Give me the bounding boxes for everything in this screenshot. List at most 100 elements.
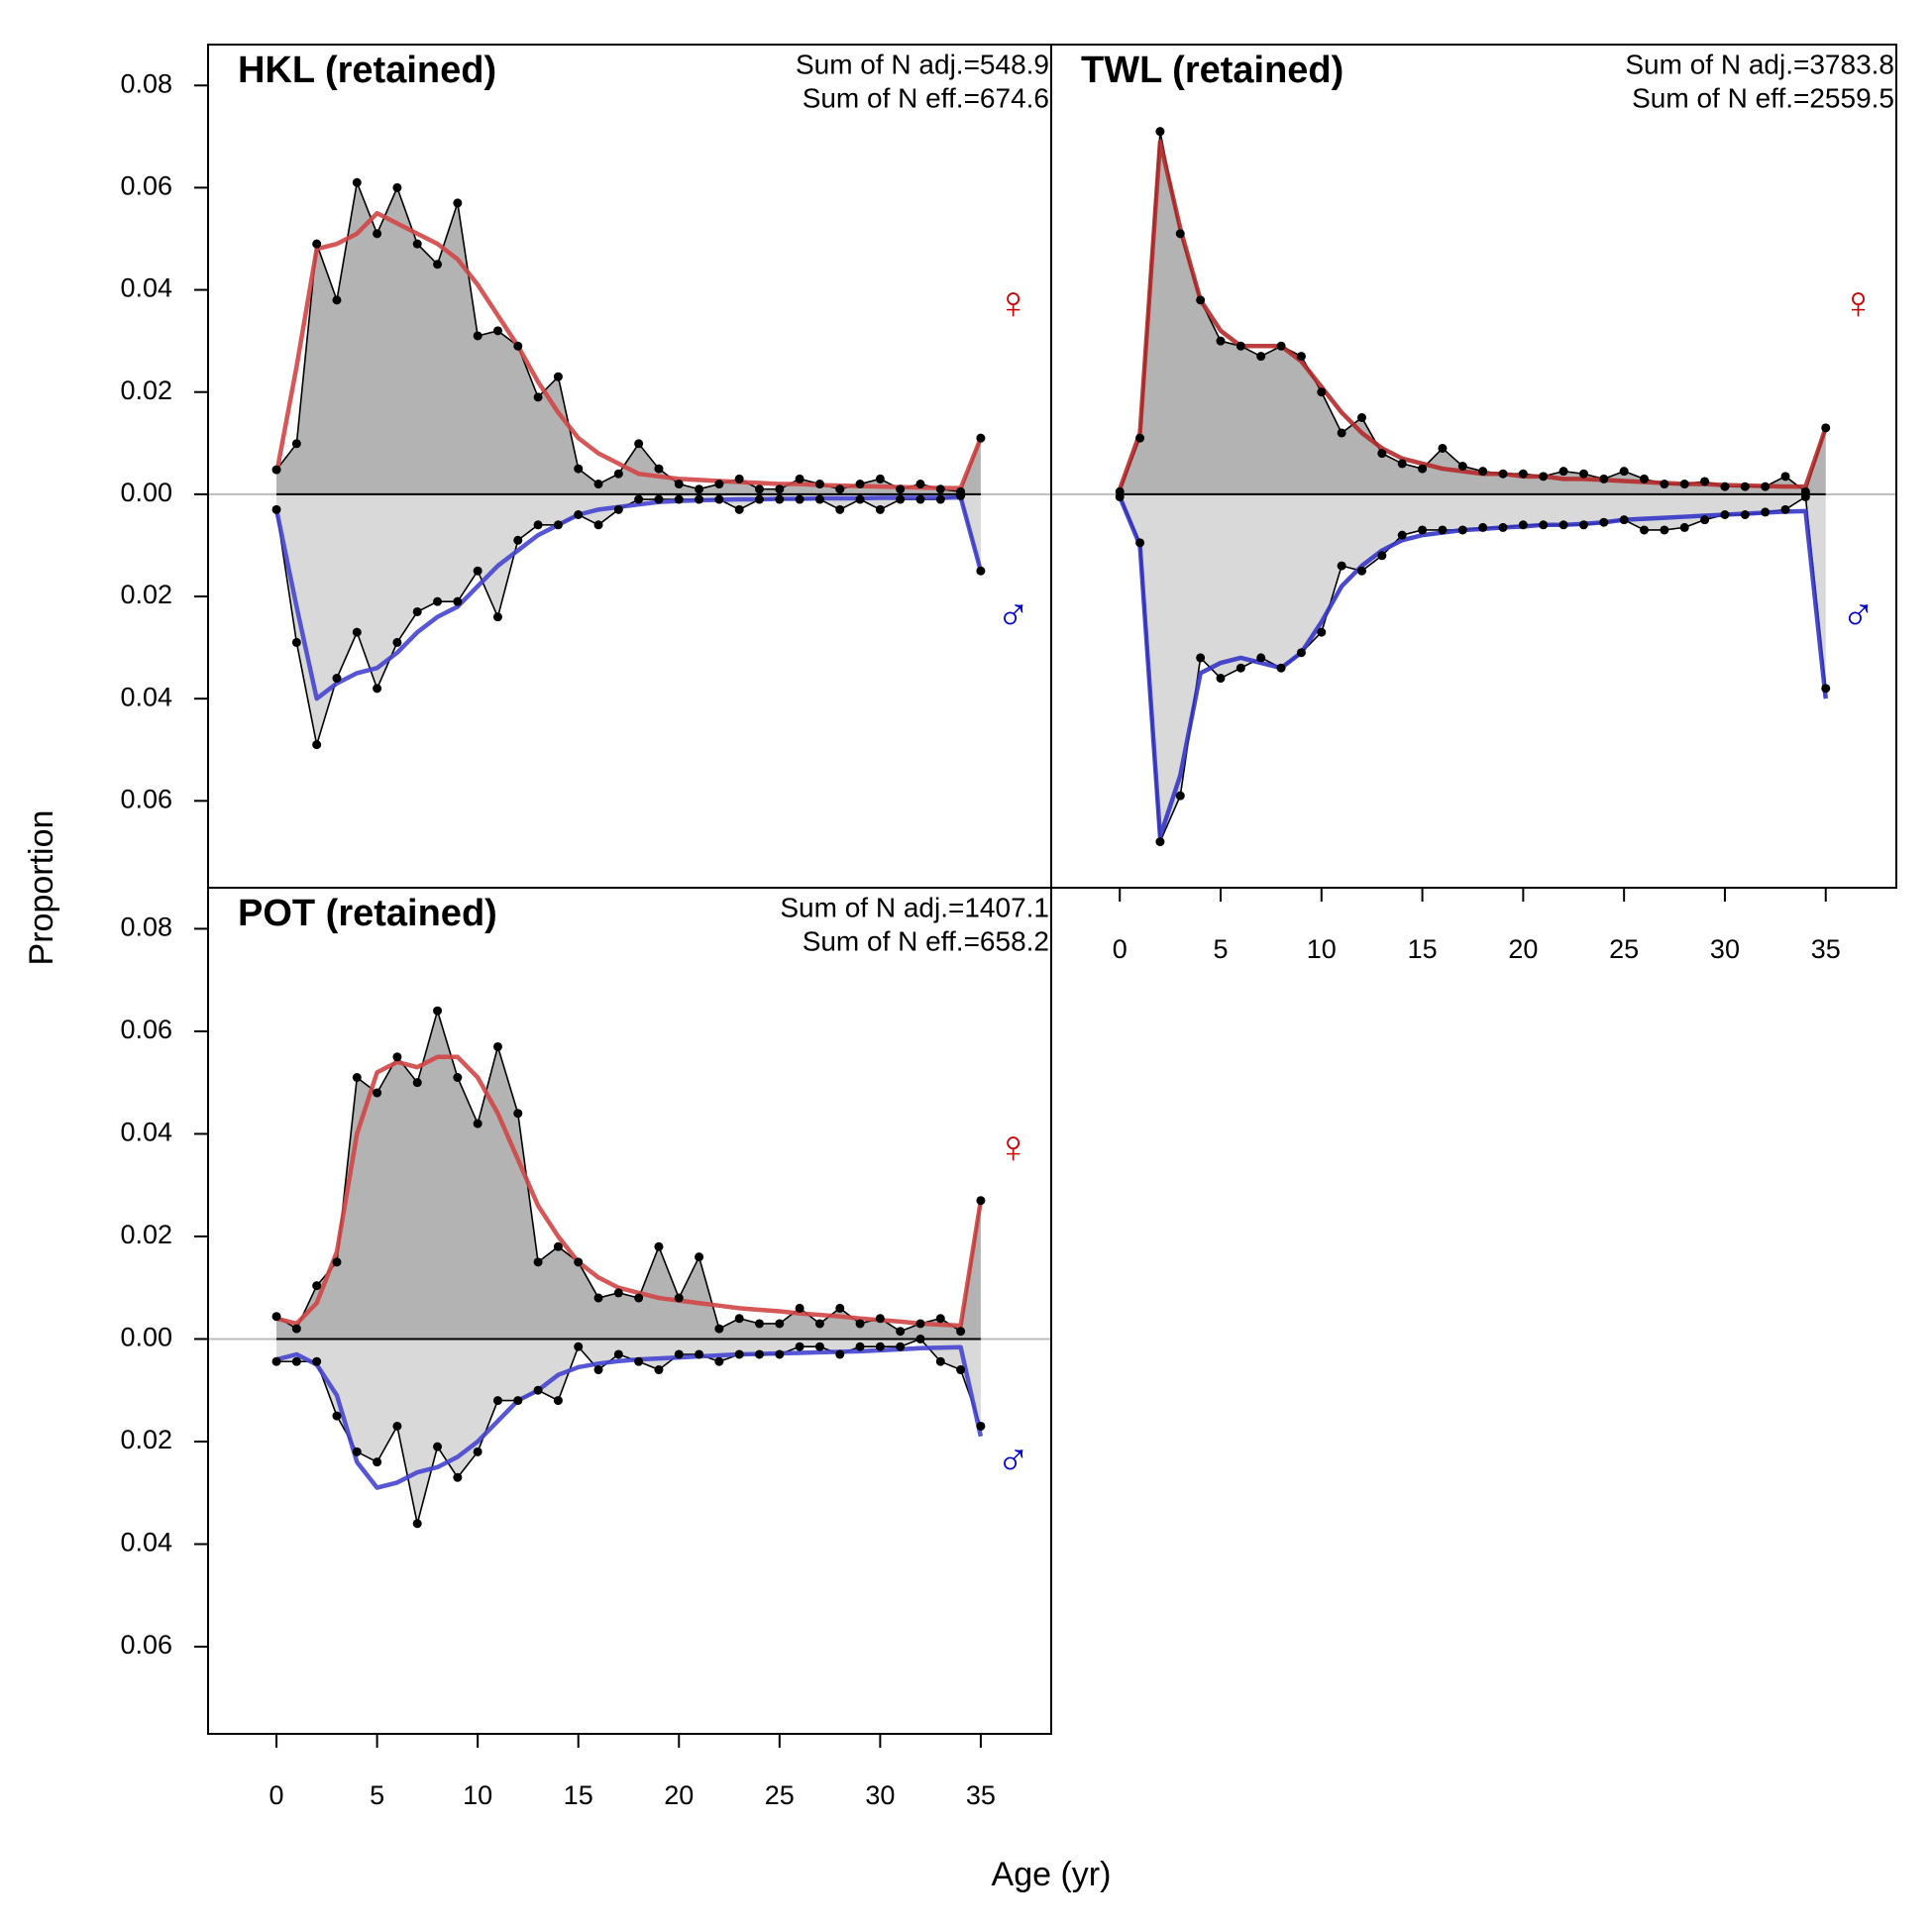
- x-tick-label: 25: [765, 1780, 795, 1810]
- observed-point: [795, 1342, 805, 1351]
- observed-point: [553, 372, 563, 381]
- observed-point: [1135, 433, 1145, 443]
- observed-point: [1740, 509, 1750, 519]
- observed-point: [312, 1356, 322, 1366]
- observed-point: [352, 1073, 362, 1083]
- observed-point: [875, 474, 885, 483]
- observed-point: [593, 480, 603, 489]
- x-tick-label: 30: [865, 1780, 895, 1810]
- observed-point: [714, 1324, 724, 1334]
- observed-point: [755, 1319, 765, 1329]
- observed-point: [312, 239, 322, 249]
- observed-point: [674, 1349, 684, 1359]
- panel-title: POT (retained): [238, 893, 497, 934]
- observed-point: [976, 1196, 986, 1206]
- observed-point: [291, 637, 301, 647]
- observed-point: [915, 480, 925, 489]
- observed-point: [1599, 474, 1609, 483]
- observed-point: [1640, 474, 1650, 483]
- observed-point: [312, 740, 322, 750]
- observed-point: [915, 1319, 925, 1329]
- y-tick-label: 0.00: [120, 1323, 172, 1352]
- observed-point: [775, 484, 785, 494]
- observed-point: [1518, 520, 1528, 530]
- observed-point: [453, 596, 463, 606]
- annotation: Sum of N adj.=3783.8: [1625, 49, 1894, 79]
- observed-point: [674, 1293, 684, 1303]
- observed-point: [1276, 341, 1286, 351]
- observed-point: [271, 1312, 281, 1322]
- y-tick-label: 0.08: [120, 68, 172, 98]
- observed-area: [1120, 131, 1826, 494]
- observed-point: [695, 494, 704, 504]
- x-tick-label: 5: [370, 1780, 384, 1810]
- observed-point: [613, 1349, 623, 1359]
- annotation: Sum of N adj.=548.9: [796, 49, 1049, 79]
- observed-point: [695, 484, 704, 494]
- observed-point: [915, 1334, 925, 1343]
- observed-point: [574, 1257, 584, 1267]
- observed-point: [392, 1052, 402, 1062]
- observed-point: [433, 260, 443, 269]
- observed-point: [453, 198, 463, 208]
- observed-point: [915, 494, 925, 504]
- x-tick-label: 30: [1710, 934, 1740, 964]
- y-tick-label: 0.06: [120, 1630, 172, 1660]
- observed-point: [373, 1457, 382, 1467]
- observed-point: [492, 612, 502, 622]
- observed-point: [634, 494, 644, 504]
- observed-point: [1457, 525, 1467, 535]
- observed-point: [695, 1252, 704, 1262]
- observed-point: [1216, 336, 1226, 346]
- observed-point: [1761, 482, 1771, 491]
- x-tick-label: 10: [1307, 934, 1337, 964]
- observed-point: [814, 494, 824, 504]
- observed-point: [1539, 472, 1549, 482]
- legend-symbol: ♂: [996, 589, 1030, 640]
- observed-point: [312, 1281, 322, 1291]
- expected-line: [275, 1054, 984, 1329]
- observed-point: [1780, 504, 1790, 514]
- observed-point: [574, 464, 584, 474]
- y-tick-label: 0.04: [120, 1118, 172, 1147]
- observed-point: [593, 1293, 603, 1303]
- observed-point: [1720, 509, 1730, 519]
- observed-point: [553, 520, 563, 530]
- observed-point: [755, 494, 765, 504]
- observed-point: [492, 1396, 502, 1406]
- observed-point: [1679, 522, 1689, 532]
- panel: ♀ ♂ TWL (retained) Sum of N adj.=3783.8Sum …: [1050, 44, 1897, 964]
- observed-point: [875, 1314, 885, 1324]
- observed-point: [734, 1314, 744, 1324]
- annotation: Sum of N eff.=2559.5: [1632, 82, 1894, 113]
- y-tick-label: 0.02: [120, 580, 172, 609]
- observed-point: [956, 1365, 966, 1375]
- observed-point: [574, 1342, 584, 1351]
- expected-line: [275, 1344, 984, 1490]
- expected-line: [1118, 495, 1828, 839]
- observed-point: [1478, 467, 1488, 477]
- observed-point: [814, 1342, 824, 1351]
- observed-point: [1660, 480, 1669, 489]
- observed-point: [1256, 653, 1266, 663]
- observed-point: [814, 480, 824, 489]
- annotation: Sum of N eff.=674.6: [803, 82, 1049, 113]
- annotation: Sum of N eff.=658.2: [803, 925, 1049, 956]
- observed-point: [935, 1314, 945, 1324]
- observed-point: [734, 504, 744, 514]
- observed-point: [1821, 423, 1831, 433]
- observed-point: [835, 1349, 845, 1359]
- observed-point: [714, 494, 724, 504]
- observed-point: [674, 480, 684, 489]
- observed-point: [654, 1365, 664, 1375]
- observed-point: [291, 1356, 301, 1366]
- observed-point: [775, 494, 785, 504]
- observed-point: [755, 484, 765, 494]
- observed-point: [533, 520, 543, 530]
- observed-point: [956, 490, 966, 500]
- y-axis-label: Proportion: [23, 810, 60, 966]
- observed-area: [276, 1339, 981, 1524]
- observed-point: [896, 494, 906, 504]
- observed-point: [1558, 467, 1568, 477]
